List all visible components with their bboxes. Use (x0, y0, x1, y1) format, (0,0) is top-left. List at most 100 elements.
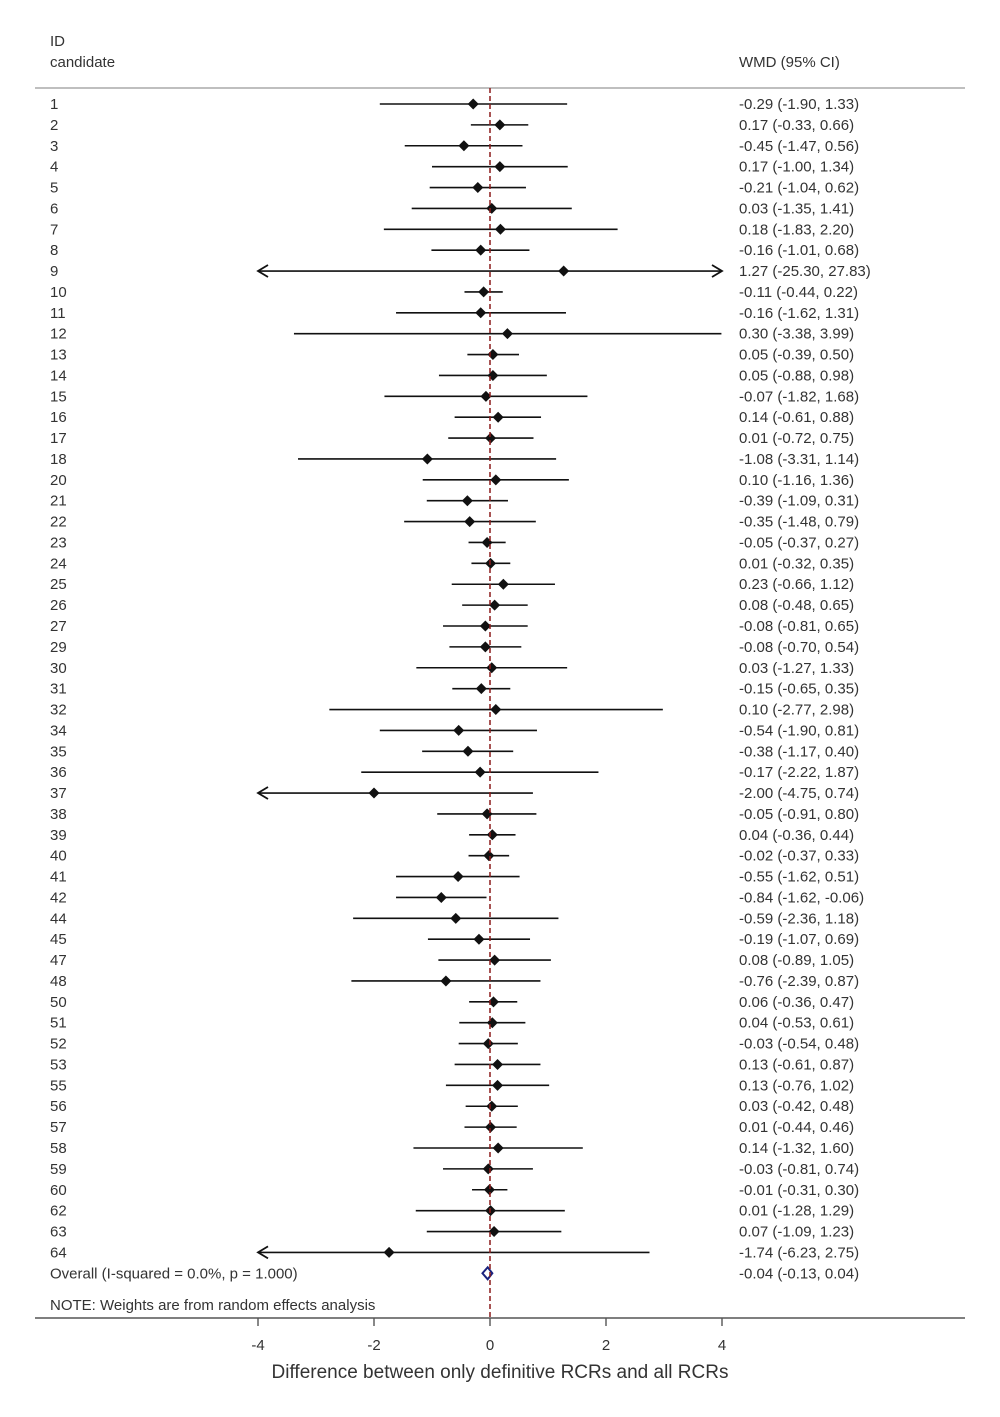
study-row: 18 -1.08 (-3.31, 1.14) (50, 451, 859, 468)
study-row: 31 -0.15 (-0.65, 0.35) (50, 681, 859, 698)
study-row: 22 -0.35 (-1.48, 0.79) (50, 514, 859, 531)
study-id-label: 23 (50, 534, 67, 551)
study-id-label: 18 (50, 451, 67, 468)
study-row: 14 0.05 (-0.88, 0.98) (50, 367, 854, 384)
study-ci-text: -0.59 (-2.36, 1.18) (739, 910, 859, 927)
study-ci-text: -0.07 (-1.82, 1.68) (739, 388, 859, 405)
study-id-label: 8 (50, 242, 58, 259)
study-id-label: 2 (50, 117, 58, 134)
point-estimate-marker (489, 954, 501, 966)
point-estimate-marker (464, 516, 476, 528)
point-estimate-marker (458, 140, 470, 152)
study-row: 10 -0.11 (-0.44, 0.22) (50, 284, 858, 301)
study-ci-text: 0.01 (-1.28, 1.29) (739, 1203, 854, 1220)
study-id-label: 45 (50, 931, 67, 948)
x-tick-label: -4 (251, 1337, 264, 1354)
point-estimate-marker (467, 98, 479, 110)
x-tick-label: 2 (602, 1337, 610, 1354)
study-row: 56 0.03 (-0.42, 0.48) (50, 1098, 854, 1115)
point-estimate-marker (435, 891, 447, 903)
study-ci-text: -0.05 (-0.37, 0.27) (739, 534, 859, 551)
study-ci-text: 0.07 (-1.09, 1.23) (739, 1224, 854, 1241)
weights-note: NOTE: Weights are from random effects an… (50, 1297, 375, 1314)
point-estimate-marker (487, 349, 499, 361)
point-estimate-marker (483, 850, 495, 862)
point-estimate-marker (486, 829, 498, 841)
study-ci-text: -0.21 (-1.04, 0.62) (739, 180, 859, 197)
study-ci-text: -0.03 (-0.81, 0.74) (739, 1161, 859, 1178)
study-id-label: 30 (50, 660, 67, 677)
point-estimate-marker (481, 808, 493, 820)
study-ci-text: -0.01 (-0.31, 0.30) (739, 1182, 859, 1199)
point-estimate-marker (474, 766, 486, 778)
study-id-label: 44 (50, 910, 67, 927)
study-ci-text: 0.14 (-0.61, 0.88) (739, 409, 854, 426)
study-ci-text: 0.13 (-0.61, 0.87) (739, 1056, 854, 1073)
point-estimate-marker (494, 119, 506, 131)
study-id-label: 4 (50, 159, 58, 176)
study-row: 40 -0.02 (-0.37, 0.33) (50, 848, 859, 865)
study-id-label: 53 (50, 1056, 67, 1073)
point-estimate-marker (492, 1058, 504, 1070)
study-id-label: 58 (50, 1140, 67, 1157)
study-id-label: 21 (50, 493, 67, 510)
point-estimate-marker (482, 1038, 494, 1050)
study-row: 5 -0.21 (-1.04, 0.62) (50, 180, 859, 197)
point-estimate-marker (475, 307, 487, 319)
study-ci-text: -0.15 (-0.65, 0.35) (739, 681, 859, 698)
study-row: 58 0.14 (-1.32, 1.60) (50, 1140, 854, 1157)
study-ci-text: -0.76 (-2.39, 0.87) (739, 973, 859, 990)
study-id-label: 64 (50, 1244, 67, 1261)
study-row: 62 0.01 (-1.28, 1.29) (50, 1203, 854, 1220)
point-estimate-marker (486, 662, 498, 674)
study-ci-text: 0.05 (-0.88, 0.98) (739, 367, 854, 384)
study-id-label: 5 (50, 180, 58, 197)
study-ci-text: -0.03 (-0.54, 0.48) (739, 1036, 859, 1053)
point-estimate-marker (479, 620, 491, 632)
overall-ci-text: -0.04 (-0.13, 0.04) (739, 1265, 859, 1282)
study-row: 41 -0.55 (-1.62, 0.51) (50, 869, 859, 886)
study-row: 26 0.08 (-0.48, 0.65) (50, 597, 854, 614)
x-tick-label: 4 (718, 1337, 726, 1354)
study-ci-text: -0.08 (-0.81, 0.65) (739, 618, 859, 635)
study-ci-text: 0.18 (-1.83, 2.20) (739, 221, 854, 238)
study-id-label: 9 (50, 263, 58, 280)
point-estimate-marker (492, 1079, 504, 1091)
point-estimate-marker (479, 641, 491, 653)
x-axis-ticks: -4 -2 0 2 4 (251, 1318, 726, 1354)
study-row: 1 -0.29 (-1.90, 1.33) (50, 96, 859, 113)
study-row: 9 1.27 (-25.30, 27.83) (50, 263, 871, 280)
point-estimate-marker (473, 933, 485, 945)
study-ci-text: -0.39 (-1.09, 0.31) (739, 493, 859, 510)
overall-diamond (481, 1265, 494, 1281)
study-ci-text: 0.10 (-1.16, 1.36) (739, 472, 854, 489)
study-ci-text: 0.06 (-0.36, 0.47) (739, 994, 854, 1011)
study-id-label: 15 (50, 388, 67, 405)
point-estimate-marker (494, 161, 506, 173)
study-id-label: 31 (50, 681, 67, 698)
study-id-label: 13 (50, 347, 67, 364)
study-row: 60 -0.01 (-0.31, 0.30) (50, 1182, 859, 1199)
study-id-label: 40 (50, 848, 67, 865)
study-row: 15 -0.07 (-1.82, 1.68) (50, 388, 859, 405)
study-id-label: 34 (50, 722, 67, 739)
study-ci-text: 0.08 (-0.48, 0.65) (739, 597, 854, 614)
point-estimate-marker (497, 578, 509, 590)
point-estimate-marker (486, 202, 498, 214)
point-estimate-marker (481, 536, 493, 548)
point-estimate-marker (485, 1121, 497, 1133)
study-id-label: 6 (50, 200, 58, 217)
study-row: 64 -1.74 (-6.23, 2.75) (50, 1244, 859, 1261)
study-row: 45 -0.19 (-1.07, 0.69) (50, 931, 859, 948)
study-row: 44 -0.59 (-2.36, 1.18) (50, 910, 859, 927)
point-estimate-marker (368, 787, 380, 799)
point-estimate-marker (490, 704, 502, 716)
study-id-label: 41 (50, 869, 67, 886)
effect-header: WMD (95% CI) (739, 54, 840, 71)
study-row: 32 0.10 (-2.77, 2.98) (50, 702, 854, 719)
study-id-label: 14 (50, 367, 67, 384)
study-ci-text: 0.03 (-0.42, 0.48) (739, 1098, 854, 1115)
point-estimate-marker (453, 724, 465, 736)
study-id-label: 62 (50, 1203, 67, 1220)
study-row: 63 0.07 (-1.09, 1.23) (50, 1224, 854, 1241)
